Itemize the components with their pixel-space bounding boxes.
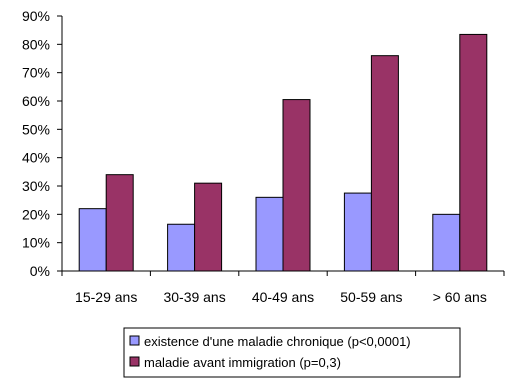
y-tick-label: 30% (22, 178, 50, 194)
bar-series-2 (194, 182, 223, 272)
y-tick-label: 20% (22, 206, 50, 222)
y-tick-label: 70% (22, 65, 50, 81)
y-axis: 0% 10% 20% 30% 40% 50% 60% 70% 80% 90% (22, 8, 63, 279)
bar-series-1 (255, 196, 284, 272)
legend-swatch-2 (129, 356, 140, 367)
x-tick-label: > 60 ans (433, 289, 487, 305)
bar-series-1 (343, 192, 372, 272)
legend-label-2: maladie avant immigration (p=0,3) (144, 355, 341, 370)
y-tick-label: 50% (22, 121, 50, 137)
y-tick-label: 10% (22, 235, 50, 251)
bar-series-2 (459, 33, 488, 272)
bar-series-2 (105, 174, 134, 272)
bar-series-1 (432, 213, 461, 272)
legend: existence d'une maladie chronique (p<0,0… (123, 327, 461, 378)
bar-series-1 (167, 223, 196, 272)
bar-series-2 (282, 99, 311, 272)
x-tick-label: 50-59 ans (340, 289, 402, 305)
legend-box (123, 327, 461, 378)
y-tick-label: 0% (30, 263, 50, 279)
x-tick-label: 30-39 ans (163, 289, 225, 305)
legend-label-1: existence d'une maladie chronique (p<0,0… (144, 334, 411, 349)
y-tick-label: 90% (22, 8, 50, 24)
bar-series-1 (78, 208, 107, 272)
legend-swatch-1 (129, 335, 140, 346)
x-axis: 15-29 ans 30-39 ans 40-49 ans 50-59 ans > 60… (61, 270, 505, 305)
y-tick-label: 40% (22, 150, 50, 166)
y-tick-label: 60% (22, 93, 50, 109)
bar-series-2 (370, 55, 399, 272)
bar-series-group (78, 33, 488, 272)
x-tick-label: 15-29 ans (75, 289, 137, 305)
x-tick-label: 40-49 ans (252, 289, 314, 305)
y-tick-label: 80% (22, 36, 50, 52)
